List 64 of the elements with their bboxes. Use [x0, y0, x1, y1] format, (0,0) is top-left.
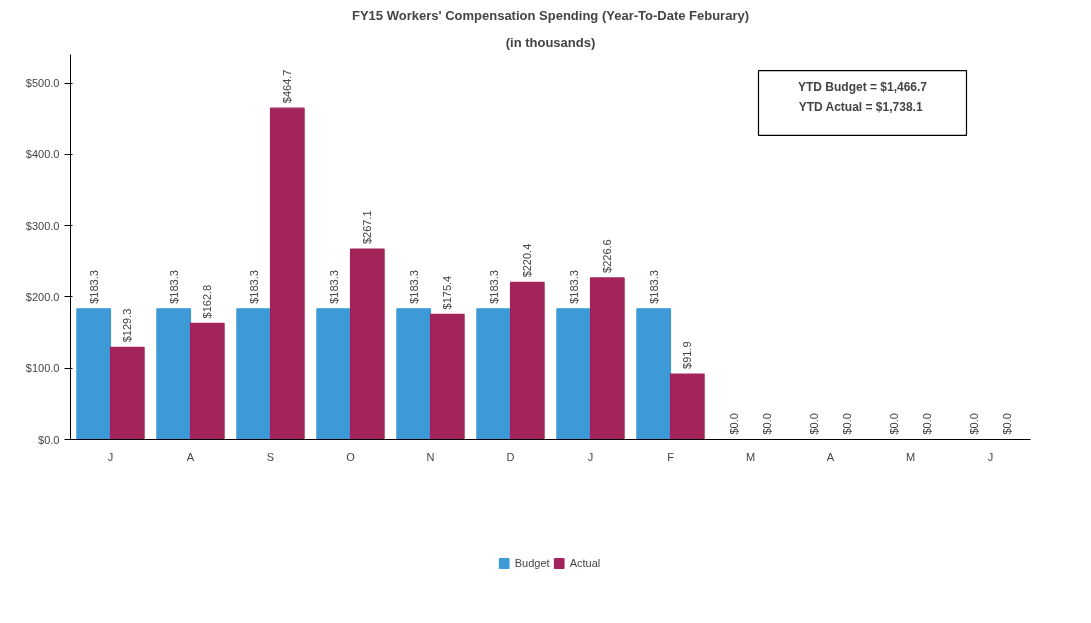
bar: [396, 308, 432, 440]
x-tick-label: M: [905, 450, 916, 463]
data-label: $220.4: [521, 243, 534, 278]
bar: [109, 346, 145, 440]
bar: [316, 308, 352, 440]
data-label: $0.0: [887, 413, 900, 435]
y-tick-label: $200.0: [25, 290, 60, 303]
data-label: $226.6: [601, 239, 614, 273]
y-tick-label: $500.0: [25, 77, 60, 90]
chart-title: FY15 Workers' Compensation Spending (Year-To-Date Feburary): [351, 7, 750, 23]
x-tick-label: M: [745, 450, 756, 463]
bar: [429, 313, 465, 440]
x-tick-label: D: [506, 450, 515, 463]
annotation: YTD Budget = $1,466.7: [797, 79, 928, 94]
y-tick-label: $400.0: [25, 148, 60, 161]
y-tick-label: $0.0: [38, 433, 60, 446]
bar: [189, 322, 225, 440]
x-tick-label: S: [266, 450, 275, 463]
y-tick-label: $100.0: [25, 362, 60, 375]
data-label: $162.8: [201, 284, 214, 319]
bar: [156, 308, 192, 440]
data-label: $183.3: [407, 270, 420, 304]
x-tick-label: O: [346, 450, 356, 463]
legend-label: Actual: [569, 557, 601, 570]
x-tick-label: N: [426, 450, 435, 463]
data-label: $267.1: [361, 210, 374, 245]
data-label: $129.3: [121, 308, 134, 343]
data-label: $0.0: [841, 413, 854, 435]
data-label: $0.0: [921, 413, 934, 435]
data-label: $183.3: [487, 270, 500, 304]
x-tick-label: J: [587, 450, 594, 463]
bar: [476, 308, 512, 440]
y-tick-label: $300.0: [25, 219, 60, 232]
data-label: $0.0: [761, 413, 774, 435]
bar: [236, 308, 272, 440]
data-label: $0.0: [807, 413, 820, 435]
bar: [349, 248, 385, 440]
bar: [556, 308, 592, 440]
chart-subtitle: (in thousands): [505, 34, 596, 50]
bar: [269, 107, 305, 440]
data-label: $0.0: [1001, 413, 1014, 435]
data-label: $183.3: [87, 270, 100, 304]
data-label: $0.0: [727, 413, 740, 435]
bar: [589, 277, 625, 440]
x-tick-label: A: [826, 450, 835, 463]
x-tick-label: A: [186, 450, 195, 463]
data-label: $183.3: [647, 270, 660, 304]
data-label: $183.3: [567, 270, 580, 304]
x-tick-label: J: [107, 450, 114, 463]
data-label: $175.4: [441, 275, 454, 310]
bar: [636, 308, 672, 440]
bar: [76, 308, 112, 440]
data-label: $0.0: [967, 413, 980, 435]
data-label: $183.3: [327, 270, 340, 304]
data-label: $183.3: [247, 270, 260, 304]
data-label: $464.7: [281, 69, 294, 104]
legend-label: Budget: [514, 557, 550, 570]
x-tick-label: J: [987, 450, 994, 463]
bar: [669, 373, 705, 440]
x-tick-label: F: [667, 450, 675, 463]
data-label: $183.3: [167, 270, 180, 304]
bar: [509, 281, 545, 440]
data-label: $91.9: [681, 341, 694, 369]
annotation: YTD Actual = $1,738.1: [798, 99, 923, 114]
